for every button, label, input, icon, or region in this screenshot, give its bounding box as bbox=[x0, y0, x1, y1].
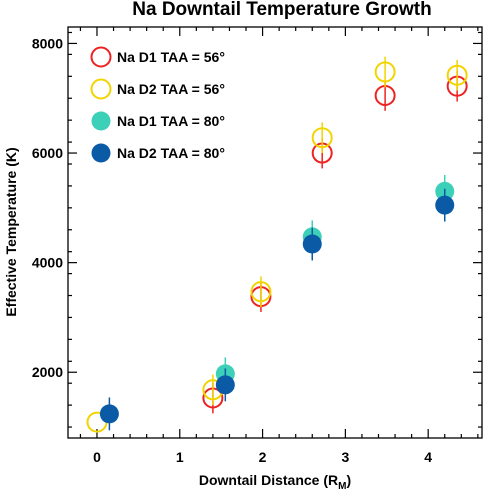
data-point bbox=[374, 61, 396, 83]
legend-label: Na D2 TAA = 56° bbox=[117, 81, 225, 97]
legend-marker bbox=[90, 78, 112, 100]
y-tick-label: 6000 bbox=[32, 145, 63, 161]
series-3 bbox=[215, 174, 455, 391]
data-point bbox=[435, 195, 455, 215]
legend: Na D1 TAA = 56° Na D2 TAA = 56° Na D1 TAA … bbox=[90, 46, 225, 163]
legend-item: Na D2 TAA = 56° bbox=[90, 78, 225, 100]
y-tick-label: 2000 bbox=[32, 364, 63, 380]
x-axis-label-close: ) bbox=[346, 472, 351, 488]
axis-ticks bbox=[68, 27, 482, 438]
legend-item: Na D1 TAA = 56° bbox=[90, 46, 225, 68]
x-tick-label: 1 bbox=[176, 449, 184, 465]
plot-frame bbox=[67, 26, 483, 439]
x-axis-label: Downtail Distance (RM) bbox=[199, 472, 351, 492]
data-points bbox=[86, 56, 468, 433]
data-point bbox=[302, 234, 322, 254]
y-tick-label: 4000 bbox=[32, 255, 63, 271]
legend-marker bbox=[91, 111, 111, 131]
legend-marker bbox=[91, 143, 111, 163]
x-axis-label-main: Downtail Distance (R bbox=[199, 472, 338, 488]
legend-label: Na D1 TAA = 80° bbox=[117, 113, 225, 129]
axis-tick-labels: 0 1 2 3 4 2000 4000 6000 8000 bbox=[32, 35, 432, 465]
legend-label: Na D2 TAA = 80° bbox=[117, 145, 225, 161]
data-point bbox=[99, 404, 119, 424]
x-axis-label-subscript: M bbox=[338, 481, 346, 492]
legend-item: Na D2 TAA = 80° bbox=[91, 143, 225, 163]
data-point bbox=[311, 127, 333, 149]
data-point bbox=[250, 281, 272, 303]
x-tick-label: 2 bbox=[259, 449, 267, 465]
legend-item: Na D1 TAA = 80° bbox=[91, 111, 225, 131]
series-1 bbox=[202, 70, 468, 414]
data-point bbox=[215, 375, 235, 395]
chart-title: Na Downtail Temperature Growth bbox=[132, 0, 431, 20]
legend-marker bbox=[90, 46, 112, 68]
legend-label: Na D1 TAA = 56° bbox=[117, 49, 225, 65]
x-tick-label: 0 bbox=[93, 449, 101, 465]
y-tick-label: 8000 bbox=[32, 35, 63, 51]
y-axis-label: Effective Temperature (K) bbox=[3, 147, 19, 316]
data-point bbox=[446, 64, 468, 86]
series-4 bbox=[99, 188, 455, 431]
x-tick-label: 3 bbox=[341, 449, 349, 465]
x-tick-label: 4 bbox=[424, 449, 432, 465]
